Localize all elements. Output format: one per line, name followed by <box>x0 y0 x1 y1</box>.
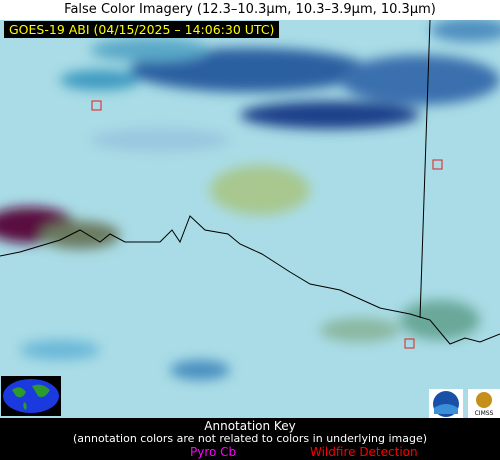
cloud-features <box>0 20 500 380</box>
legend-wildfire: Wildfire Detection <box>310 445 418 459</box>
timestamp: GOES-19 ABI (04/15/2025 – 14:06:30 UTC) <box>4 21 280 38</box>
noaa-logo <box>429 389 463 418</box>
key-note: (annotation colors are not related to co… <box>72 432 428 445</box>
satellite-image: CIMSS <box>0 20 500 418</box>
legend-pyro-cb: Pyro Cb <box>190 445 237 459</box>
cimss-logo: CIMSS <box>468 389 500 418</box>
wildfire-marker <box>404 338 415 349</box>
image-title: False Color Imagery (12.3–10.3µm, 10.3–3… <box>64 2 436 17</box>
cimss-label: CIMSS <box>475 410 494 417</box>
wildfire-marker <box>91 100 102 111</box>
key-title: Annotation Key <box>204 419 296 433</box>
annotation-key: Annotation Key (annotation colors are no… <box>0 418 500 460</box>
globe-logo <box>1 376 61 416</box>
border-line <box>419 20 431 319</box>
key-legend: Pyro Cb Wildfire Detection <box>0 445 500 459</box>
wildfire-marker <box>432 159 443 170</box>
border-line <box>0 215 500 345</box>
